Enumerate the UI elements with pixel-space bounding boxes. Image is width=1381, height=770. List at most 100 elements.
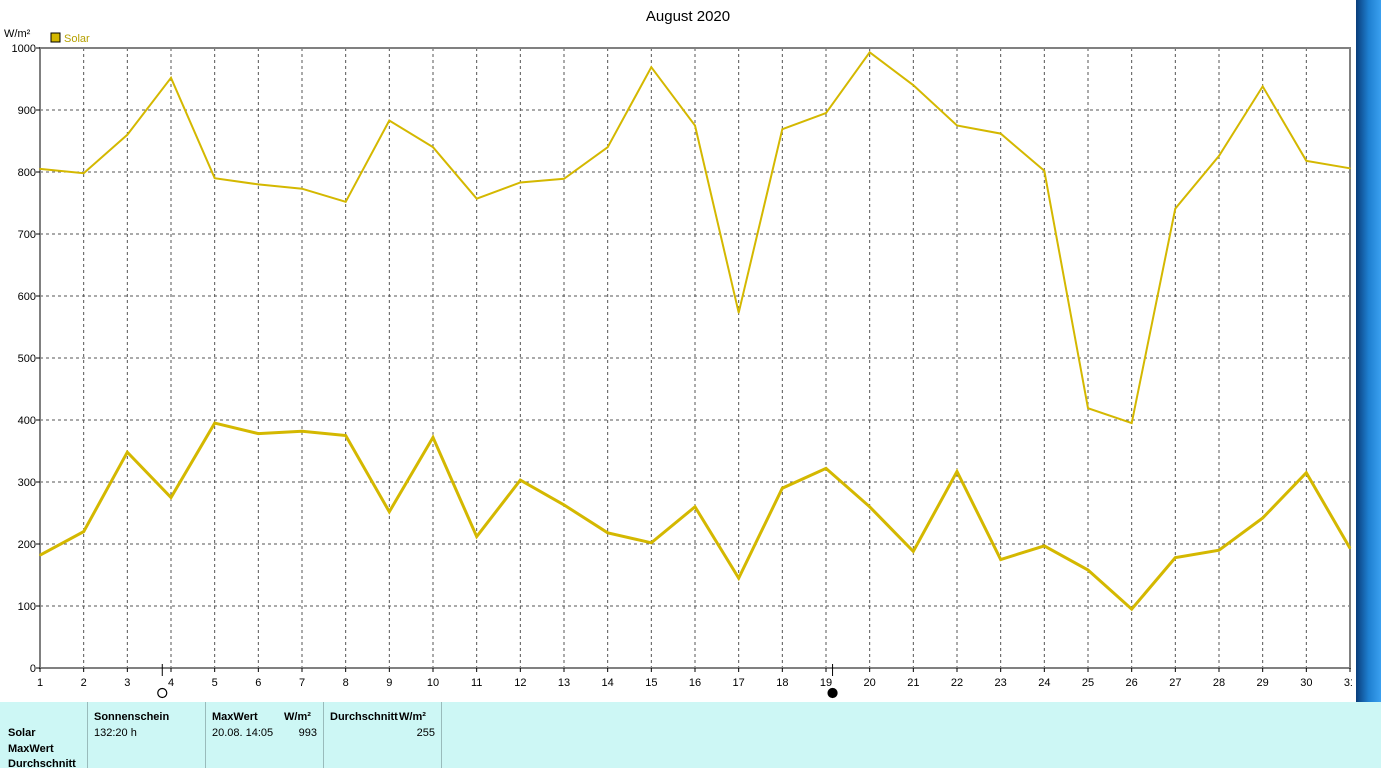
x-tick-label: 7 bbox=[299, 677, 305, 689]
x-tick-label: 27 bbox=[1169, 677, 1181, 689]
data-point-max bbox=[257, 183, 260, 186]
row-label-durchschnitt: Durchschnitt bbox=[8, 758, 76, 770]
row-label-maxwert: MaxWert bbox=[8, 743, 54, 755]
x-tick-label: 4 bbox=[168, 677, 174, 689]
maxwert-header: MaxWert bbox=[212, 711, 258, 723]
maxwert-unit: W/m² bbox=[284, 711, 311, 723]
data-point-max bbox=[912, 84, 915, 86]
table-col-maxwert: MaxWert W/m² 20.08. 14:05 993 bbox=[206, 702, 324, 768]
x-tick-label: 24 bbox=[1038, 677, 1050, 689]
x-tick-label: 26 bbox=[1126, 677, 1138, 689]
x-tick-label: 1 bbox=[37, 677, 43, 689]
y-tick-label: 200 bbox=[18, 539, 36, 551]
data-point-average bbox=[257, 432, 260, 435]
sonnenschein-header: Sonnenschein bbox=[94, 711, 170, 723]
x-tick-label: 20 bbox=[864, 677, 876, 689]
new-moon-icon bbox=[827, 687, 838, 699]
x-tick-label: 12 bbox=[514, 677, 526, 689]
data-point-max bbox=[170, 76, 172, 79]
chart-title: August 2020 bbox=[646, 8, 730, 25]
y-tick-label: 100 bbox=[18, 601, 36, 613]
x-tick-label: 6 bbox=[255, 677, 261, 689]
full-moon-icon bbox=[157, 687, 168, 699]
data-point-max bbox=[126, 134, 129, 136]
x-tick-label: 30 bbox=[1300, 677, 1312, 689]
x-tick-label: 14 bbox=[602, 677, 614, 689]
data-point-max bbox=[519, 181, 522, 184]
y-axis-unit: W/m² bbox=[4, 28, 31, 40]
x-tick-label: 19 bbox=[820, 677, 832, 689]
x-tick-label: 23 bbox=[995, 677, 1007, 689]
data-point-average bbox=[39, 554, 41, 556]
x-tick-label: 9 bbox=[386, 677, 392, 689]
data-point-max bbox=[1087, 407, 1089, 410]
y-tick-label: 300 bbox=[18, 477, 36, 489]
durchschnitt-value: 255 bbox=[416, 727, 435, 739]
x-tick-label: 8 bbox=[343, 677, 349, 689]
data-point-average bbox=[213, 422, 216, 424]
legend-label: Solar bbox=[64, 33, 90, 45]
x-tick-label: 16 bbox=[689, 677, 701, 689]
summary-table: Solar MaxWert Durchschnitt Sonnenschein … bbox=[0, 702, 1381, 770]
x-tick-label: 25 bbox=[1082, 677, 1094, 689]
x-tick-label: 22 bbox=[951, 677, 963, 689]
data-point-average bbox=[694, 506, 696, 508]
x-tick-label: 5 bbox=[212, 677, 218, 689]
data-point-max bbox=[344, 200, 347, 203]
data-point-max bbox=[301, 187, 303, 190]
data-point-max bbox=[999, 132, 1002, 135]
data-point-average bbox=[475, 535, 478, 538]
y-tick-label: 500 bbox=[18, 353, 36, 365]
y-tick-label: 400 bbox=[18, 415, 36, 427]
data-point-average bbox=[1130, 608, 1133, 610]
data-point-max bbox=[432, 146, 434, 148]
data-point-average bbox=[912, 550, 915, 553]
x-tick-label: 3 bbox=[124, 677, 130, 689]
data-point-max bbox=[606, 146, 609, 148]
data-point-max bbox=[1174, 207, 1177, 210]
grid bbox=[40, 48, 1350, 668]
data-point-max bbox=[868, 51, 871, 54]
data-point-max bbox=[1043, 169, 1046, 172]
data-point-max bbox=[213, 177, 216, 179]
y-tick-label: 900 bbox=[18, 105, 36, 117]
data-point-max bbox=[388, 119, 391, 122]
x-tick-label: 15 bbox=[645, 677, 657, 689]
x-tick-label: 28 bbox=[1213, 677, 1225, 689]
desktop-edge bbox=[1356, 0, 1381, 702]
x-tick-label: 29 bbox=[1257, 677, 1269, 689]
table-col-sonnenschein: Sonnenschein 132:20 h bbox=[88, 702, 206, 768]
x-tick-label: 18 bbox=[776, 677, 788, 689]
data-point-average bbox=[1218, 549, 1220, 551]
data-point-average bbox=[1174, 556, 1177, 559]
solar-chart: August 2020 W/m² Solar 0 100 200 300 400 500 6… bbox=[4, 8, 1356, 699]
x-tick-label: 2 bbox=[81, 677, 87, 689]
data-point-average bbox=[82, 530, 85, 533]
row-label-solar: Solar bbox=[8, 727, 36, 739]
x-tick-label: 21 bbox=[907, 677, 919, 689]
data-point-max bbox=[82, 172, 85, 175]
data-point-average bbox=[388, 510, 391, 513]
data-point-average bbox=[606, 532, 609, 534]
y-axis-ticks: 0 100 200 300 400 500 600 700 800 900 1000 bbox=[12, 43, 40, 675]
data-point-max bbox=[475, 197, 478, 200]
data-point-average bbox=[1349, 547, 1351, 550]
data-point-average bbox=[650, 541, 653, 544]
data-point-max bbox=[1130, 422, 1133, 424]
x-tick-label: 13 bbox=[558, 677, 570, 689]
data-point-average bbox=[1261, 517, 1264, 519]
y-tick-label: 1000 bbox=[12, 43, 36, 55]
legend-swatch bbox=[50, 32, 61, 43]
data-point-max bbox=[650, 66, 653, 69]
data-point-max bbox=[39, 168, 41, 170]
data-point-max bbox=[563, 178, 565, 180]
data-point-max bbox=[1349, 167, 1351, 170]
data-point-average bbox=[344, 434, 347, 437]
data-point-average bbox=[563, 504, 565, 506]
x-tick-label: 10 bbox=[427, 677, 439, 689]
data-point-average bbox=[1305, 471, 1308, 474]
y-tick-label: 700 bbox=[18, 229, 36, 241]
data-point-max bbox=[1305, 160, 1308, 162]
data-point-average bbox=[126, 451, 129, 454]
data-point-average bbox=[781, 487, 784, 490]
